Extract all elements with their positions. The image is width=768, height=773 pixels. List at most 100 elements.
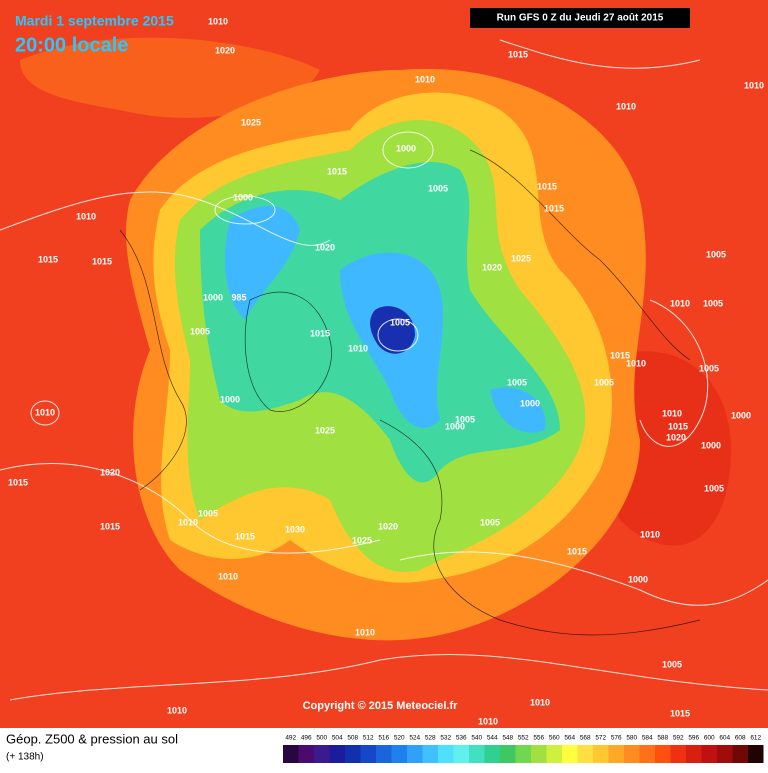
isobar-label: 1015 xyxy=(610,350,630,360)
scale-swatch xyxy=(314,745,330,763)
isobar-label: 1030 xyxy=(285,524,305,534)
scale-label: 612 xyxy=(750,735,761,742)
scale-label: 512 xyxy=(363,735,374,742)
scale-swatch xyxy=(717,745,733,763)
isobar-label: 1010 xyxy=(76,211,96,221)
isobar-label: 1010 xyxy=(640,529,660,539)
isobar-label: 1005 xyxy=(390,317,410,327)
scale-swatch xyxy=(298,745,314,763)
scale-label: 504 xyxy=(332,735,343,742)
isobar-label: 1000 xyxy=(701,440,721,450)
forecast-date: Mardi 1 septembre 2015 xyxy=(15,13,174,29)
isobar-label: 1015 xyxy=(38,254,58,264)
isobar-label: 1015 xyxy=(235,531,255,541)
isobar-label: 1010 xyxy=(178,517,198,527)
scale-label: 528 xyxy=(425,735,436,742)
scale-label: 524 xyxy=(409,735,420,742)
isobar-label: 1000 xyxy=(731,410,751,420)
scale-label: 532 xyxy=(440,735,451,742)
isobars xyxy=(0,39,768,701)
scale-swatch xyxy=(500,745,516,763)
isobar-label: 1010 xyxy=(208,16,228,26)
isobar-label: 1020 xyxy=(482,262,502,272)
scale-label: 556 xyxy=(533,735,544,742)
scale-label: 496 xyxy=(301,735,312,742)
scale-swatch xyxy=(608,745,624,763)
isobar-label: 1010 xyxy=(167,705,187,715)
isobar-label: 1000 xyxy=(628,574,648,584)
isobar-label: 1010 xyxy=(670,298,690,308)
isobar-label: 1000 xyxy=(520,398,540,408)
isobar-label: 985 xyxy=(231,292,246,302)
scale-label: 588 xyxy=(657,735,668,742)
scale-label: 592 xyxy=(673,735,684,742)
scale-swatch xyxy=(639,745,655,763)
isobar-label: 1015 xyxy=(92,256,112,266)
isobar-label: 1000 xyxy=(396,143,416,153)
isobar-label: 1005 xyxy=(703,298,723,308)
scale-swatch xyxy=(469,745,485,763)
isobar-label: 1010 xyxy=(626,358,646,368)
scale-swatch xyxy=(577,745,593,763)
isobar-label: 1000 xyxy=(220,394,240,404)
scale-swatch xyxy=(407,745,423,763)
scale-label: 536 xyxy=(456,735,467,742)
scale-swatch xyxy=(438,745,454,763)
isobar-label: 1015 xyxy=(508,49,528,59)
scale-swatch xyxy=(484,745,500,763)
scale-label: 548 xyxy=(502,735,513,742)
coastlines xyxy=(119,149,701,636)
isobar-label: 1010 xyxy=(530,697,550,707)
isobar-label: 1010 xyxy=(355,627,375,637)
isobar-label: 1015 xyxy=(544,203,564,213)
scale-label: 572 xyxy=(595,735,606,742)
forecast-time: 20:00 locale xyxy=(15,34,128,56)
scale-swatch xyxy=(515,745,531,763)
isobar-label: 1000 xyxy=(445,421,465,431)
scale-label: 508 xyxy=(347,735,358,742)
isobar-label: 1010 xyxy=(35,407,55,417)
scale-swatch xyxy=(422,745,438,763)
copyright: Copyright © 2015 Meteociel.fr xyxy=(303,700,459,712)
isobar-label: 1005 xyxy=(699,363,719,373)
footer-lead: (+ 138h) xyxy=(6,752,44,763)
scale-label: 568 xyxy=(580,735,591,742)
isobar-label: 1010 xyxy=(348,343,368,353)
scale-swatch xyxy=(453,745,469,763)
isobar-label: 1005 xyxy=(662,659,682,669)
isobar-label: 1005 xyxy=(594,377,614,387)
isobar-label: 1010 xyxy=(218,571,238,581)
scale-swatch xyxy=(748,745,764,763)
isobar-label: 1005 xyxy=(480,517,500,527)
scale-label: 600 xyxy=(704,735,715,742)
scale-label: 492 xyxy=(285,735,296,742)
scale-swatch xyxy=(531,745,547,763)
scale-label: 596 xyxy=(688,735,699,742)
scale-swatch xyxy=(283,745,299,763)
scale-swatch xyxy=(670,745,686,763)
isobar-label: 1000 xyxy=(203,292,223,302)
isobar-label: 1015 xyxy=(567,546,587,556)
isobar-label: 1015 xyxy=(310,328,330,338)
scale-label: 580 xyxy=(626,735,637,742)
scale-label: 544 xyxy=(487,735,498,742)
scale-swatch xyxy=(624,745,640,763)
scale-label: 560 xyxy=(549,735,560,742)
isobar-label: 1005 xyxy=(507,377,527,387)
scale-swatch xyxy=(329,745,345,763)
scale-label: 584 xyxy=(642,735,653,742)
isobar-label: 1025 xyxy=(241,117,261,127)
isobar-label: 1010 xyxy=(478,716,498,726)
run-info: Run GFS 0 Z du Jeudi 27 août 2015 xyxy=(497,13,664,24)
scale-label: 552 xyxy=(518,735,529,742)
isobar-label: 1005 xyxy=(190,326,210,336)
low-center xyxy=(370,306,415,354)
color-scale: 492 496 500 504 508 512 516 520 524 528 532 536 540 5… xyxy=(283,735,764,763)
region xyxy=(20,37,320,118)
scale-swatch xyxy=(686,745,702,763)
isobar-label: 1005 xyxy=(706,249,726,259)
isobar-label: 1010 xyxy=(616,101,636,111)
isobar-label: 1015 xyxy=(327,166,347,176)
isobar-label: 1015 xyxy=(668,421,688,431)
